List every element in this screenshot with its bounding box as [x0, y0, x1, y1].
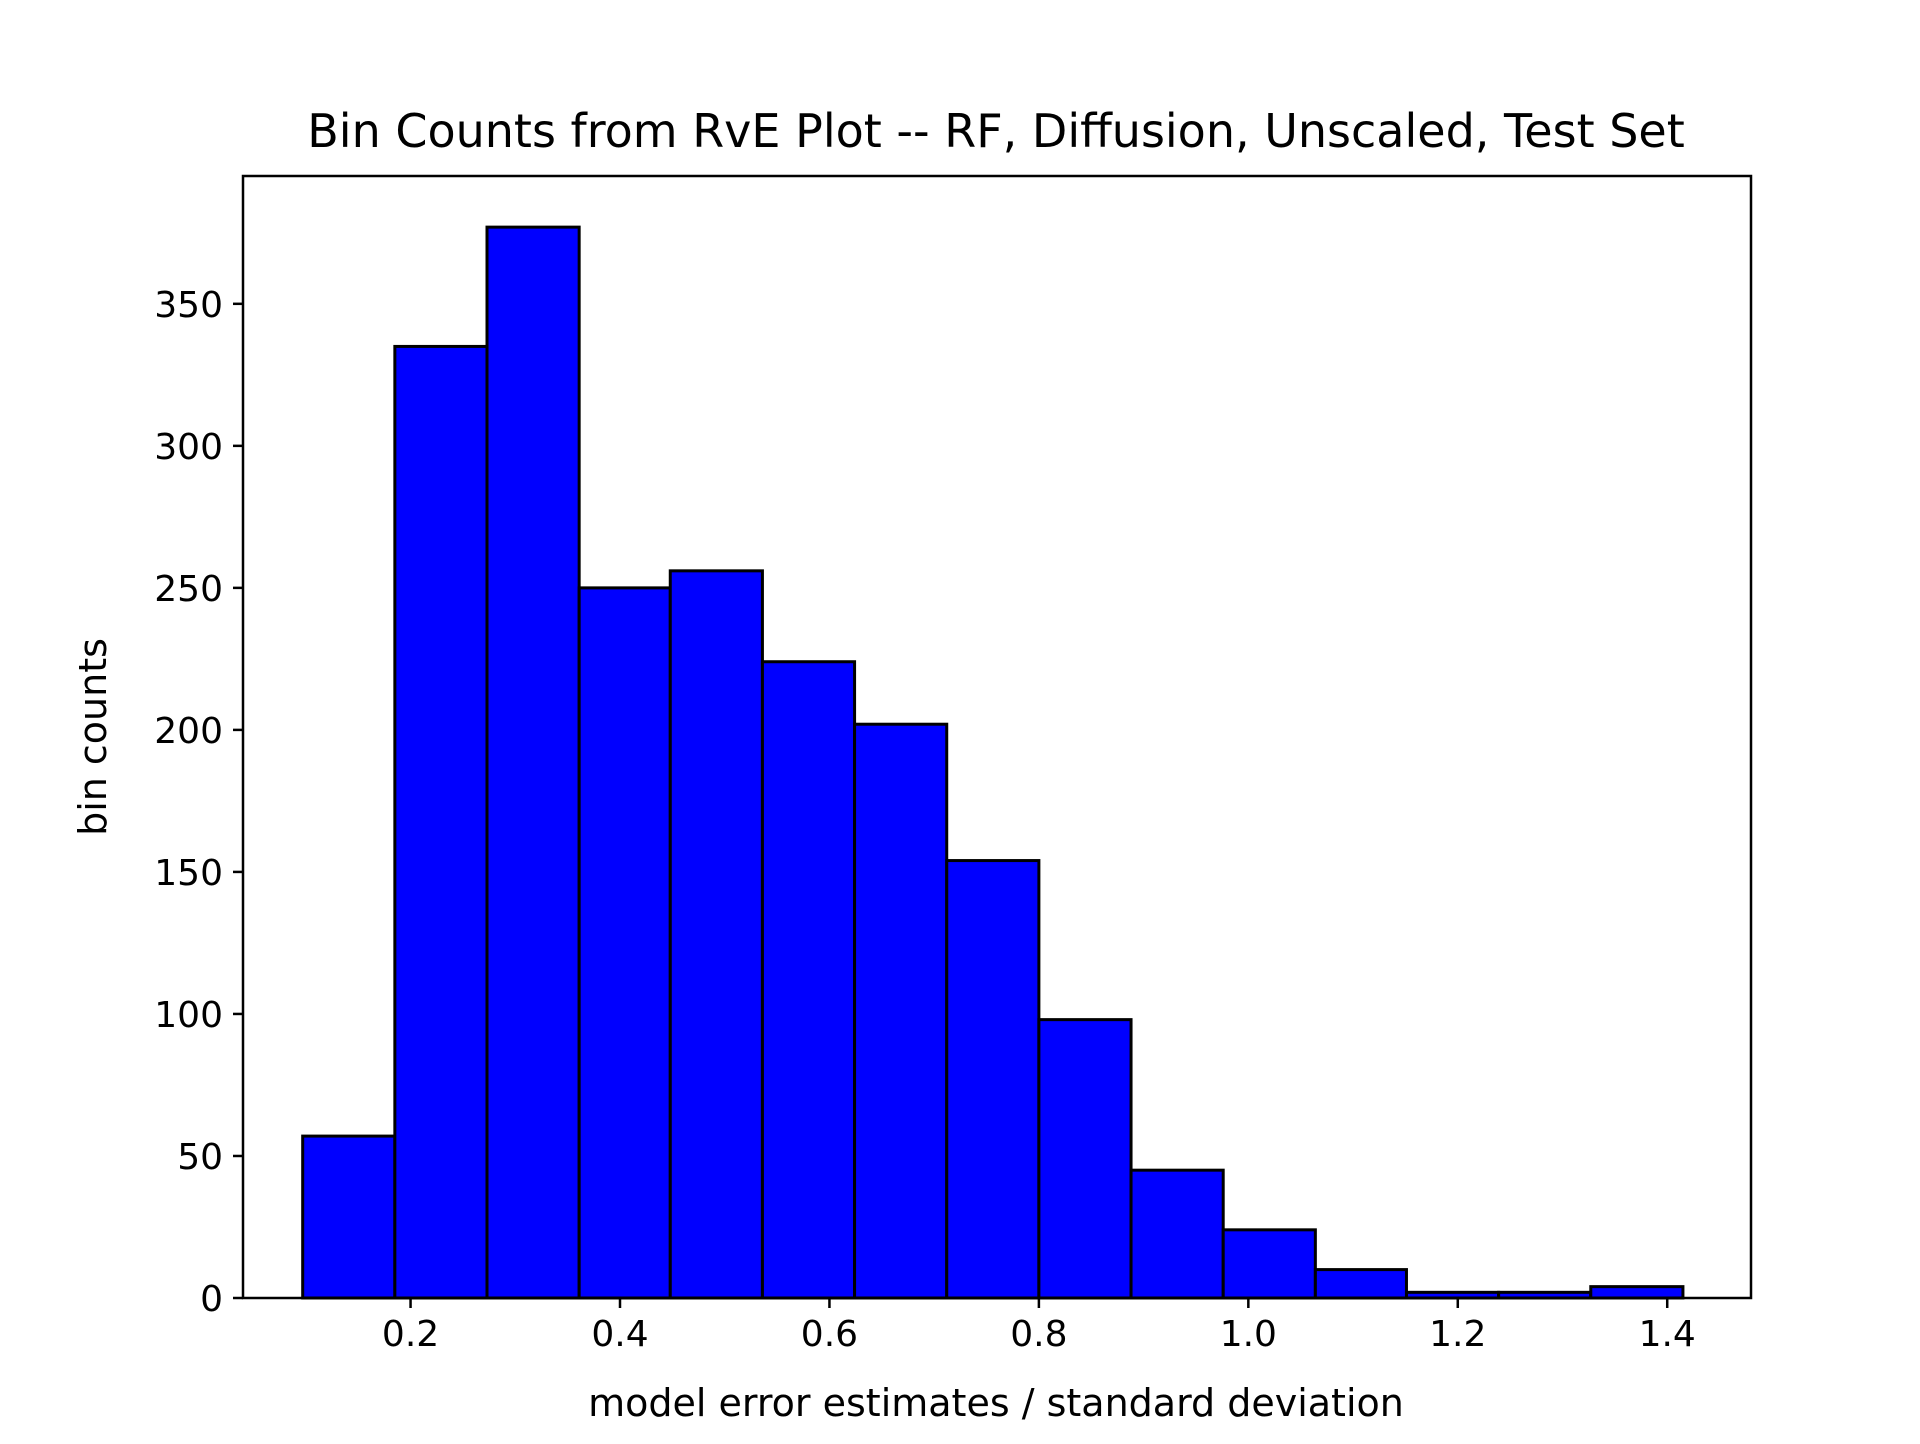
bars-layer — [301, 225, 1685, 1300]
y-tick-label: 350 — [154, 285, 223, 326]
chart-title: Bin Counts from RvE Plot -- RF, Diffusio… — [307, 104, 1685, 158]
y-tick-label: 300 — [154, 427, 223, 468]
x-tick-label: 0.8 — [1010, 1314, 1067, 1355]
histogram-bar — [301, 1134, 397, 1300]
histogram-bar — [1037, 1018, 1133, 1300]
y-tick-label: 250 — [154, 569, 223, 610]
x-axis-label: model error estimates / standard deviati… — [588, 1381, 1404, 1425]
x-tick-label: 0.6 — [801, 1314, 858, 1355]
x-tick-label: 1.2 — [1429, 1314, 1486, 1355]
x-tick-label: 0.2 — [382, 1314, 439, 1355]
histogram-bar — [577, 586, 672, 1300]
x-tick-label: 1.4 — [1639, 1314, 1696, 1355]
histogram-bar — [1313, 1268, 1408, 1300]
histogram-bar — [853, 722, 949, 1300]
y-tick-label: 150 — [154, 853, 223, 894]
y-tick-label: 50 — [177, 1137, 223, 1178]
axes-frame — [241, 174, 1753, 1300]
histogram-bar — [1589, 1285, 1685, 1300]
y-axis-ticks: 0 50 100 150 200 250 300 350 — [154, 285, 243, 1320]
y-tick-label: 0 — [200, 1279, 223, 1320]
histogram-bar — [485, 225, 581, 1300]
x-tick-label: 0.4 — [591, 1314, 648, 1355]
y-tick-label: 100 — [154, 995, 223, 1036]
histogram-bar — [393, 344, 489, 1300]
histogram-bar — [668, 569, 764, 1300]
x-tick-label: 1.0 — [1220, 1314, 1277, 1355]
y-axis-label: bin counts — [71, 638, 115, 836]
histogram-bar — [1221, 1228, 1317, 1300]
histogram-bar — [1129, 1168, 1225, 1300]
x-axis-ticks: 0.2 0.4 0.6 0.8 1.0 1.2 1.4 — [382, 1298, 1696, 1355]
histogram-bar — [945, 859, 1041, 1300]
y-tick-label: 200 — [154, 711, 223, 752]
histogram-bar — [760, 660, 857, 1300]
